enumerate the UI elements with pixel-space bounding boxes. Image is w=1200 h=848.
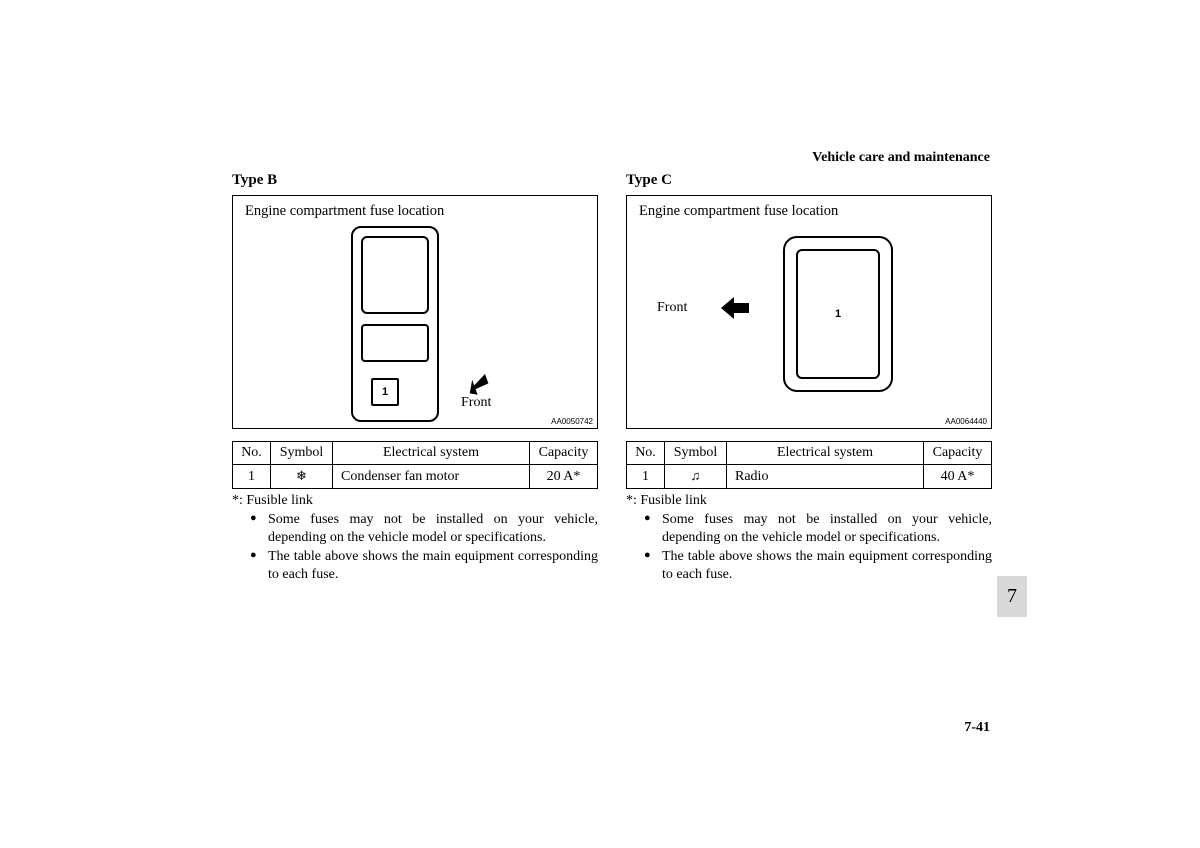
front-arrow-icon [719,294,753,322]
front-arrow-icon [464,370,492,395]
note-item: Some fuses may not be installed on your … [644,511,992,546]
th-no: No. [627,442,665,465]
music-note-icon: ♫ [691,468,701,483]
page-number: 7-41 [964,720,990,736]
fuse-slot [361,236,429,314]
type-b-diagram: Engine compartment fuse location 1 Front… [232,195,598,429]
image-code: AA0050742 [551,417,593,426]
notes-list: Some fuses may not be installed on your … [232,511,598,583]
cell-capacity: 40 A* [924,465,992,489]
type-b-heading: Type B [232,172,598,189]
content-area: Type B Engine compartment fuse location … [232,172,992,585]
cell-symbol: ♫ [665,465,727,489]
note-item: Some fuses may not be installed on your … [250,511,598,546]
snowflake-icon: ❄ [296,468,307,483]
fuse-slot [361,324,429,362]
type-c-diagram: Engine compartment fuse location Front 1… [626,195,992,429]
th-no: No. [233,442,271,465]
fuse-table-b: No. Symbol Electrical system Capacity 1 … [232,441,598,489]
fuse-box-outline: 1 [351,226,439,422]
th-system: Electrical system [727,442,924,465]
footnote: *: Fusible link [626,493,992,509]
fuse-1: 1 [371,378,399,406]
front-label: Front [461,395,491,411]
cell-symbol: ❄ [271,465,333,489]
note-item: The table above shows the main equipment… [250,548,598,583]
th-system: Electrical system [333,442,530,465]
front-label: Front [657,300,687,316]
notes-list: Some fuses may not be installed on your … [626,511,992,583]
cell-no: 1 [627,465,665,489]
section-tab: 7 [997,576,1027,617]
cell-no: 1 [233,465,271,489]
th-symbol: Symbol [665,442,727,465]
image-code: AA0064440 [945,417,987,426]
note-item: The table above shows the main equipment… [644,548,992,583]
diagram-title: Engine compartment fuse location [639,203,838,220]
page-header: Vehicle care and maintenance [812,150,990,166]
cell-system: Radio [727,465,924,489]
table-row: 1 ❄ Condenser fan motor 20 A* [233,465,598,489]
th-capacity: Capacity [530,442,598,465]
type-c-heading: Type C [626,172,992,189]
fuse-1: 1 [796,249,880,379]
cell-capacity: 20 A* [530,465,598,489]
table-row: 1 ♫ Radio 40 A* [627,465,992,489]
footnote: *: Fusible link [232,493,598,509]
cell-system: Condenser fan motor [333,465,530,489]
column-type-c: Type C Engine compartment fuse location … [626,172,992,585]
fuse-table-c: No. Symbol Electrical system Capacity 1 … [626,441,992,489]
th-capacity: Capacity [924,442,992,465]
th-symbol: Symbol [271,442,333,465]
column-type-b: Type B Engine compartment fuse location … [232,172,598,585]
fuse-box-outline: 1 [783,236,893,392]
diagram-title: Engine compartment fuse location [245,203,444,220]
